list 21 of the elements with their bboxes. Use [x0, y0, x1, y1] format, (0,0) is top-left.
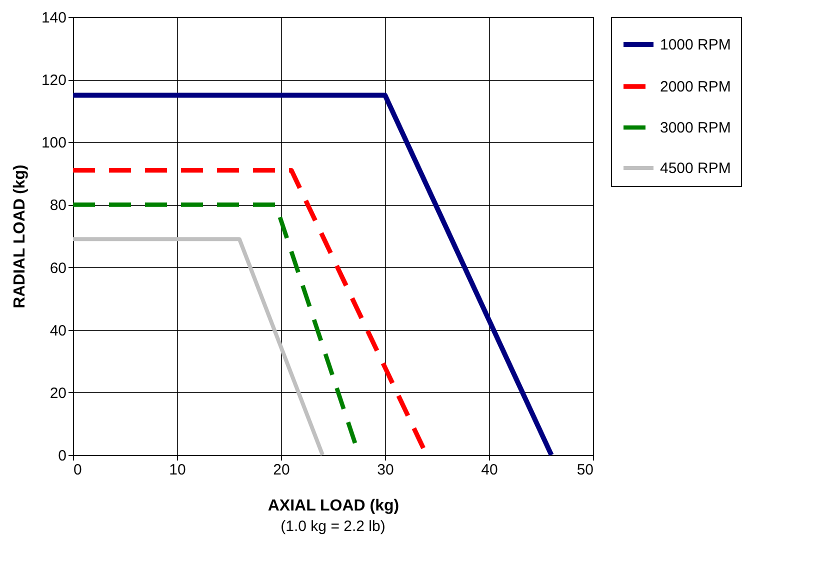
x-tick-label: 40 — [481, 462, 498, 478]
x-tick-label: 10 — [169, 462, 186, 478]
legend-label: 4500 RPM — [660, 160, 731, 177]
x-tick-label: 0 — [74, 462, 82, 478]
legend-label: 2000 RPM — [660, 78, 731, 96]
y-tick-label: 40 — [50, 322, 66, 340]
legend-label: 1000 RPM — [660, 36, 731, 54]
legend-label: 3000 RPM — [660, 120, 731, 136]
x-tick-label: 30 — [377, 462, 394, 478]
x-tick-label: 50 — [576, 462, 594, 478]
y-tick-label: 60 — [50, 260, 66, 277]
y-tick-label: 140 — [41, 10, 66, 26]
y-tick-label: 120 — [41, 72, 66, 90]
y-tick-label: 100 — [41, 134, 66, 152]
text: (1.0 kg = 2.2 lb) — [280, 518, 386, 535]
y-tick-label: 80 — [50, 197, 66, 214]
x-tick-label: 20 — [273, 462, 290, 478]
y-tick-label: 0 — [58, 448, 66, 464]
x-axis-title: AXIAL LOAD (kg) — [268, 498, 400, 514]
y-axis-title: RADIAL LOAD (kg) — [11, 164, 28, 308]
y-tick-label: 20 — [50, 384, 66, 402]
